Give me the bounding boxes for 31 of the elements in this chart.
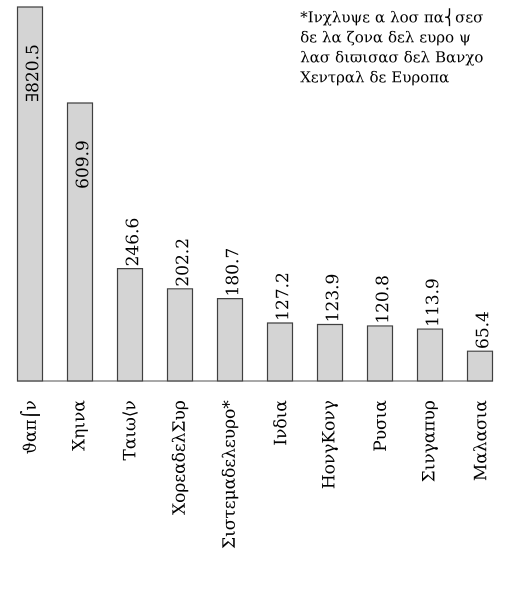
- x-tick-label: Χηινα: [72, 400, 88, 451]
- x-tick-label: ϑαπ⌠ν: [20, 401, 40, 454]
- data-label: 113.9: [426, 279, 438, 325]
- data-label: 246.6: [126, 218, 138, 266]
- bar: [366, 325, 394, 382]
- x-tick-label: Ρυσια: [374, 400, 386, 451]
- bar: [466, 350, 494, 382]
- x-tick-label: Σιστεμαδελευρο*: [222, 400, 238, 548]
- x-tick-label: Ταιω⟨ν: [122, 401, 138, 460]
- x-tick-label: Ινδια: [273, 400, 286, 445]
- x-tick-label: ΗονγΚονγ: [322, 401, 338, 488]
- bar: [266, 322, 294, 382]
- x-tick-label: Μαλασια: [473, 400, 486, 480]
- data-label: 180.7: [226, 249, 238, 294]
- bar: [116, 268, 144, 382]
- bar: [16, 6, 44, 382]
- x-tick-label: ΧορεαδελΣυρ: [172, 401, 188, 515]
- bar: [66, 102, 94, 382]
- bar: [216, 298, 244, 382]
- annotation: *Ινχλυψε α λοσ πα⎨σεσ δε λα ζονα δελ ευρο ψ λασ διϖισασ δελ Βανχο Χεντραλ δε Ευροπα: [300, 8, 483, 86]
- x-tick-label: Σινγαπυρ: [422, 401, 438, 482]
- data-label: 609.9: [76, 141, 88, 188]
- data-label: 123.9: [326, 274, 338, 320]
- bar: [316, 324, 344, 382]
- data-label: 127.2: [276, 274, 288, 319]
- data-label: 202.2: [176, 240, 188, 286]
- bar: [416, 328, 444, 382]
- bar: [166, 288, 194, 382]
- data-label: 120.8: [376, 276, 388, 322]
- data-label: 65.4: [476, 312, 488, 348]
- data-label: ∃820.5: [26, 46, 38, 102]
